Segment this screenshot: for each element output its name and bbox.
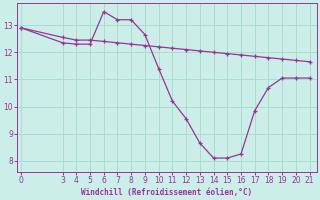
X-axis label: Windchill (Refroidissement éolien,°C): Windchill (Refroidissement éolien,°C) — [81, 188, 252, 197]
